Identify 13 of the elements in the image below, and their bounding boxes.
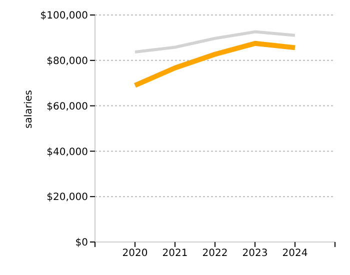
y-tick-label: $0 — [75, 238, 88, 249]
y-axis-title: salaries — [24, 90, 35, 128]
x-tick-label: 2023 — [242, 248, 268, 260]
y-tick-label: $80,000 — [46, 56, 88, 67]
line-series — [134, 30, 296, 54]
y-tick-label: $60,000 — [46, 101, 88, 112]
x-tick-label: 2020 — [122, 248, 148, 260]
x-tick-label: 2021 — [162, 248, 188, 260]
y-tick-label: $20,000 — [46, 192, 88, 204]
y-tick-label: $40,000 — [46, 146, 88, 158]
x-tick-label: 2022 — [202, 248, 228, 260]
y-tick-label: $100,000 — [40, 10, 88, 22]
x-tick-label: 2024 — [282, 248, 308, 260]
